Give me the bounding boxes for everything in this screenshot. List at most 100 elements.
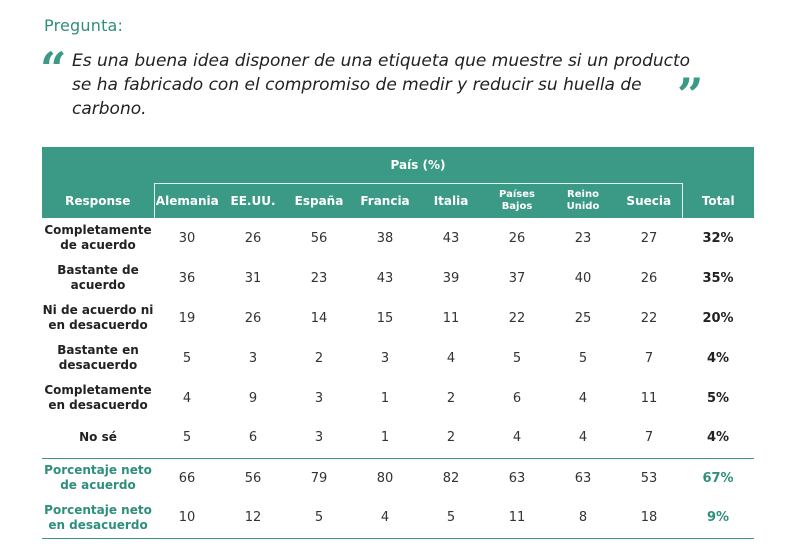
cell-value: 3 <box>314 390 324 406</box>
country-header: España <box>286 183 352 218</box>
cell-value: 1 <box>380 390 390 406</box>
table-row: Bastante de acuerdo 36 31 23 43 39 37 40… <box>42 258 754 298</box>
cell-value: 43 <box>376 270 394 286</box>
cell-value: 37 <box>508 270 526 286</box>
row-label: Completamente de acuerdo <box>44 223 152 252</box>
cell-value: 38 <box>376 230 394 246</box>
row-label: Bastante de acuerdo <box>57 263 139 292</box>
cell-value: 4 <box>578 390 588 406</box>
cell-value: 1 <box>380 430 390 446</box>
cell-value: 2 <box>446 390 456 406</box>
cell-value: 5 <box>578 350 588 366</box>
cell-value: 9 <box>248 390 258 406</box>
net-row: Porcentaje neto de acuerdo 66 56 79 80 8… <box>42 457 754 498</box>
survey-table: Response País (%) Total Alemania EE.UU. … <box>42 147 754 539</box>
cell-value: 6 <box>512 390 522 406</box>
cell-value: 36 <box>178 270 196 286</box>
question-label: Pregunta: <box>44 16 124 35</box>
cell-value: 14 <box>310 310 328 326</box>
cell-value: 4 <box>512 430 522 446</box>
cell-value: 3 <box>380 350 390 366</box>
response-header: Response <box>42 147 154 218</box>
cell-value: 7 <box>644 350 654 366</box>
cell-value: 23 <box>310 270 328 286</box>
cell-value: 3 <box>248 350 258 366</box>
total-value: 67% <box>682 457 754 498</box>
cell-value: 22 <box>640 310 658 326</box>
total-value: 35% <box>702 270 734 286</box>
cell-value: 6 <box>248 430 258 446</box>
cell-value: 4 <box>182 390 192 406</box>
country-header: Francia <box>352 183 418 218</box>
cell-value: 11 <box>442 310 460 326</box>
country-header: Italia <box>418 183 484 218</box>
cell-value: 5 <box>512 350 522 366</box>
total-header: Total <box>682 147 754 218</box>
net-row-label: Porcentaje neto en desacuerdo <box>42 498 154 539</box>
cell-value: 26 <box>244 310 262 326</box>
country-header: Países Bajos <box>484 183 550 218</box>
cell-value: 23 <box>574 230 592 246</box>
country-header: EE.UU. <box>220 183 286 218</box>
country-header: Suecia <box>616 183 683 218</box>
table-row: No sé 5 6 3 1 2 4 4 7 4% <box>42 418 754 458</box>
cell-value: 5 <box>182 430 192 446</box>
cell-value: 79 <box>286 457 352 498</box>
row-label: Bastante en desacuerdo <box>57 343 139 372</box>
total-value: 5% <box>706 390 730 406</box>
cell-value: 31 <box>244 270 262 286</box>
cell-value: 15 <box>376 310 394 326</box>
cell-value: 82 <box>418 457 484 498</box>
cell-value: 5 <box>418 498 484 539</box>
cell-value: 18 <box>616 498 682 539</box>
country-group-header: País (%) <box>154 147 682 184</box>
cell-value: 39 <box>442 270 460 286</box>
cell-value: 11 <box>640 390 658 406</box>
net-row-label: Porcentaje neto de acuerdo <box>42 457 154 498</box>
country-header: Reino Unido <box>550 183 616 218</box>
row-label: Ni de acuerdo ni en desacuerdo <box>42 303 154 332</box>
table-row: Ni de acuerdo ni en desacuerdo 19 26 14 … <box>42 298 754 338</box>
cell-value: 12 <box>220 498 286 539</box>
cell-value: 40 <box>574 270 592 286</box>
cell-value: 4 <box>446 350 456 366</box>
net-row: Porcentaje neto en desacuerdo 10 12 5 4 … <box>42 498 754 539</box>
total-value: 32% <box>702 230 734 246</box>
total-value: 4% <box>706 430 730 446</box>
cell-value: 63 <box>550 457 616 498</box>
total-value: 20% <box>702 310 734 326</box>
cell-value: 26 <box>244 230 262 246</box>
table-row: Bastante en desacuerdo 5 3 2 3 4 5 5 7 4… <box>42 338 754 378</box>
cell-value: 27 <box>640 230 658 246</box>
open-quote-icon: “ <box>40 42 67 96</box>
cell-value: 4 <box>352 498 418 539</box>
cell-value: 43 <box>442 230 460 246</box>
cell-value: 2 <box>314 350 324 366</box>
total-value: 9% <box>682 498 754 539</box>
total-value: 4% <box>706 350 730 366</box>
cell-value: 26 <box>640 270 658 286</box>
cell-value: 30 <box>178 230 196 246</box>
cell-value: 4 <box>578 430 588 446</box>
cell-value: 26 <box>508 230 526 246</box>
cell-value: 5 <box>182 350 192 366</box>
cell-value: 56 <box>220 457 286 498</box>
cell-value: 63 <box>484 457 550 498</box>
country-header: Alemania <box>153 183 220 218</box>
cell-value: 3 <box>314 430 324 446</box>
row-label: Completamente en desacuerdo <box>44 383 152 412</box>
question-text: Es una buena idea disponer de una etique… <box>72 51 691 119</box>
cell-value: 25 <box>574 310 592 326</box>
cell-value: 22 <box>508 310 526 326</box>
cell-value: 56 <box>310 230 328 246</box>
cell-value: 7 <box>644 430 654 446</box>
close-quote-icon: ” <box>677 68 704 122</box>
cell-value: 53 <box>616 457 682 498</box>
table-row: Completamente en desacuerdo 4 9 3 1 2 6 … <box>42 378 754 418</box>
cell-value: 8 <box>550 498 616 539</box>
cell-value: 19 <box>178 310 196 326</box>
cell-value: 66 <box>154 457 220 498</box>
cell-value: 5 <box>286 498 352 539</box>
row-label: No sé <box>79 430 117 445</box>
cell-value: 10 <box>154 498 220 539</box>
